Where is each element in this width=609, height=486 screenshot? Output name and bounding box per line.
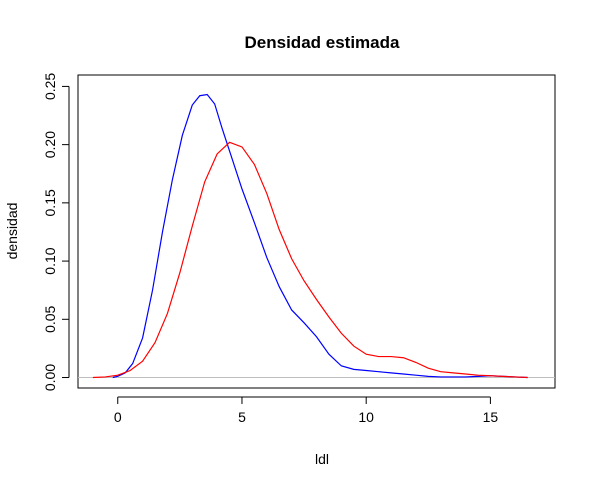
y-tick-label: 0.00 xyxy=(42,364,58,391)
x-tick-label: 15 xyxy=(483,409,499,425)
density-series-2 xyxy=(92,141,528,379)
plot-frame xyxy=(77,74,556,389)
x-tick-label: 5 xyxy=(238,409,246,425)
x-axis-label: ldl xyxy=(315,451,329,467)
x-tick-label: 0 xyxy=(114,409,122,425)
x-axis: 0 5 10 15 xyxy=(114,396,499,425)
y-axis: 0.00 0.05 0.10 0.15 0.20 0.25 xyxy=(42,73,70,391)
y-axis-label: densidad xyxy=(4,203,20,260)
y-tick-label: 0.10 xyxy=(42,247,58,274)
density-series-1 xyxy=(112,93,528,379)
y-tick-label: 0.05 xyxy=(42,305,58,332)
y-tick-label: 0.15 xyxy=(42,189,58,216)
y-tick-label: 0.20 xyxy=(42,131,58,158)
series-layer xyxy=(92,93,528,379)
x-tick-label: 10 xyxy=(358,409,374,425)
y-tick-label: 0.25 xyxy=(42,73,58,100)
chart-title: Densidad estimada xyxy=(245,33,400,52)
